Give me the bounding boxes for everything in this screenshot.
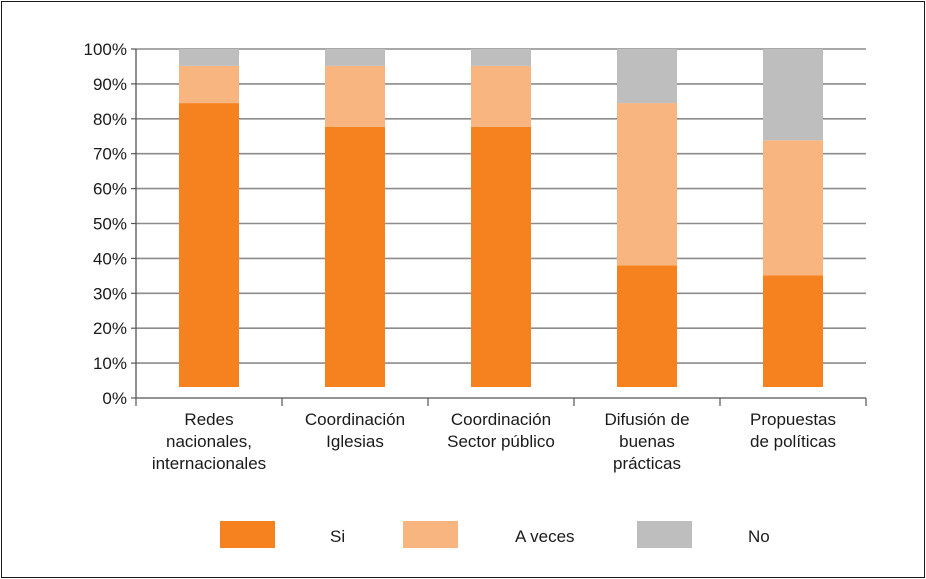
bar-segment-a-veces [325,65,385,127]
bar-segment-no [325,49,385,66]
category-labels: Redes nacionales, internacionales Coordinac… [152,410,836,473]
legend-swatch [637,521,692,548]
y-tick-label: 10% [93,354,127,373]
y-tick-label: 90% [93,75,127,94]
bar-segment-a-veces [763,140,823,276]
category-label: Sector público [447,432,555,451]
y-tick-label: 50% [93,215,127,234]
legend-swatch [220,521,275,548]
bar-segment-si [617,265,677,387]
y-tick-label: 40% [93,249,127,268]
category-label: internacionales [152,454,266,473]
bar-segment-no [617,49,677,104]
bar-segment-no [179,49,239,66]
bar-segment-a-veces [471,65,531,127]
legend-label: Si [330,527,345,546]
bar-segment-no [471,49,531,66]
bar-segment-si [763,275,823,387]
y-tick-labels: 0% 10% 20% 30% 40% 50% 60% 70% 80% 90% 100% [84,40,127,408]
category-label: Redes [184,410,233,429]
category-label: nacionales, [166,432,252,451]
category-label: Coordinación [305,410,405,429]
legend-label: No [748,527,770,546]
legend-label: A veces [515,527,575,546]
y-tick-label: 60% [93,180,127,199]
bars [179,49,823,388]
y-tick-label: 80% [93,110,127,129]
category-label: buenas [619,432,675,451]
bar-segment-si [325,126,385,388]
legend: Si A veces No [220,521,770,548]
legend-swatch [403,521,458,548]
category-label: Iglesias [326,432,384,451]
category-label: prácticas [613,454,681,473]
bar-segment-a-veces [179,65,239,104]
bar-segment-si [179,103,239,387]
bar-segment-no [763,49,823,141]
category-label: de políticas [750,432,836,451]
category-label: Difusión de [604,410,689,429]
y-tick-label: 30% [93,284,127,303]
y-tick-label: 70% [93,145,127,164]
y-tick-label: 20% [93,319,127,338]
bar-segment-si [471,126,531,388]
bar-segment-a-veces [617,103,677,266]
category-label: Propuestas [750,410,836,429]
y-tick-label: 0% [102,389,127,408]
category-label: Coordinación [451,410,551,429]
y-tick-label: 100% [84,40,127,59]
axes [131,48,867,406]
